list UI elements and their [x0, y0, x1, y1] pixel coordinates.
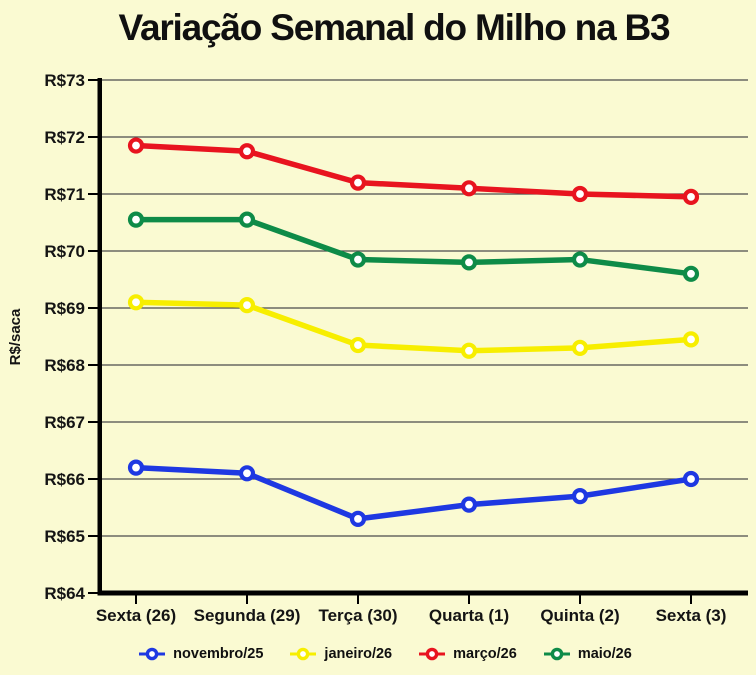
- x-tick-label: Terça (30): [318, 606, 397, 625]
- data-point-marker: [127, 459, 145, 476]
- data-point-marker: [571, 185, 589, 203]
- data-point-marker: [682, 331, 700, 348]
- series-line-0: [133, 464, 694, 522]
- legend-item-2: março/26: [418, 646, 517, 662]
- y-axis-title: R$/saca: [7, 308, 24, 365]
- y-tick-label: R$72: [44, 128, 85, 147]
- data-point-marker: [682, 470, 700, 488]
- y-tick-label: R$68: [44, 356, 85, 375]
- y-tick-label: R$73: [44, 71, 85, 90]
- legend-marker-icon: [419, 647, 446, 661]
- y-tick-label: R$66: [44, 470, 85, 489]
- legend-item-1: janeiro/26: [289, 646, 392, 662]
- x-axis-line: [97, 590, 748, 596]
- legend-label: novembro/25: [173, 646, 264, 662]
- y-tick-label: R$70: [44, 242, 85, 261]
- series-line-3: [133, 216, 694, 277]
- legend-label: janeiro/26: [324, 646, 393, 662]
- legend-label: maio/26: [577, 646, 632, 662]
- data-point-marker: [571, 251, 589, 268]
- series-line-2: [133, 142, 694, 200]
- x-tick-label: Sexta (26): [96, 606, 176, 625]
- x-tick-label: Quarta (1): [429, 606, 509, 625]
- legend-label: março/26: [453, 646, 517, 662]
- data-point-marker: [460, 180, 478, 197]
- legend-item-0: novembro/25: [138, 646, 263, 662]
- data-point-marker: [460, 342, 478, 359]
- legend-marker-icon: [139, 647, 166, 661]
- data-point-marker: [349, 510, 367, 528]
- y-tick-label: R$64: [44, 584, 85, 603]
- x-tick-label: Sexta (3): [656, 606, 727, 625]
- chart-legend: novembro/25 janeiro/26 março/26 maio/26: [0, 646, 756, 662]
- x-tick-label: Quinta (2): [540, 606, 619, 625]
- y-axis-line: [97, 78, 102, 596]
- data-point-marker: [682, 265, 700, 282]
- data-point-marker: [127, 137, 145, 154]
- data-point-marker: [349, 174, 367, 191]
- data-point-marker: [682, 188, 700, 205]
- y-tick-label: R$69: [44, 299, 85, 318]
- legend-marker-icon: [290, 647, 317, 661]
- data-point-marker: [349, 251, 367, 268]
- legend-marker-icon: [543, 647, 570, 661]
- data-point-marker: [127, 211, 145, 228]
- y-tick-label: R$67: [44, 413, 85, 432]
- series-line-1: [133, 299, 694, 354]
- data-point-marker: [460, 496, 478, 513]
- data-point-marker: [238, 143, 256, 160]
- data-point-marker: [238, 465, 256, 482]
- data-point-marker: [127, 294, 145, 311]
- data-point-marker: [460, 254, 478, 271]
- data-point-marker: [349, 336, 367, 354]
- x-tick-label: Segunda (29): [194, 606, 301, 625]
- data-point-marker: [238, 211, 256, 228]
- legend-item-3: maio/26: [543, 646, 632, 662]
- data-point-marker: [571, 339, 589, 356]
- chart-title: Variação Semanal do Milho na B3: [118, 7, 671, 48]
- y-tick-label: R$65: [44, 527, 85, 546]
- y-tick-label: R$71: [44, 185, 85, 204]
- data-point-marker: [238, 297, 256, 314]
- data-point-marker: [571, 488, 589, 505]
